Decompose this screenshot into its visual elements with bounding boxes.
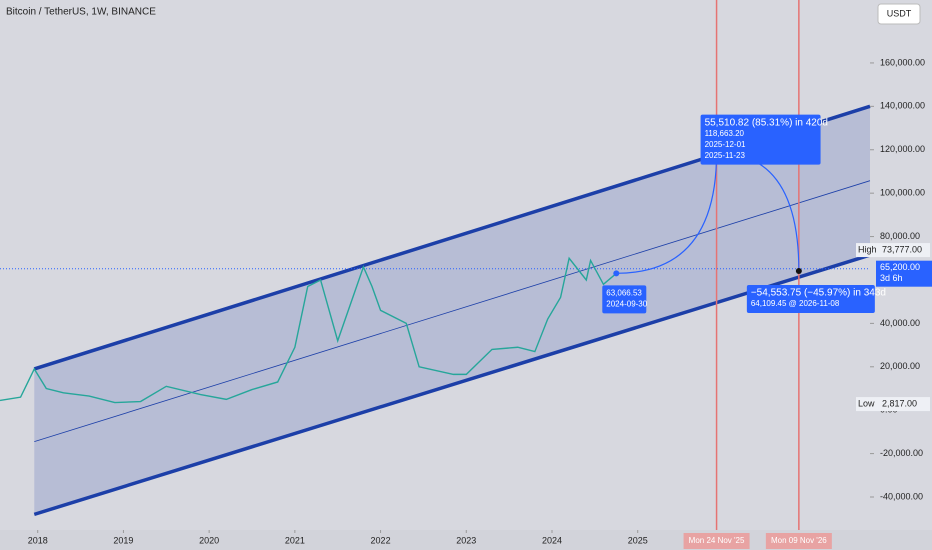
y-tick-label: -40,000.00 xyxy=(880,491,923,501)
price-line xyxy=(0,256,617,404)
x-tick-label: 2025 xyxy=(628,535,648,545)
annotation-box xyxy=(602,285,647,314)
last-price-countdown: 3d 6h xyxy=(880,273,903,283)
annotation-text: 63,066.53 xyxy=(606,288,642,297)
annotation-text: 55,510.82 (85.31%) in 420d xyxy=(705,117,828,128)
x-tick-label: 2021 xyxy=(285,535,305,545)
marker-label-box xyxy=(683,533,750,549)
x-tick-label: 2019 xyxy=(113,535,133,545)
annotation-text: 118,663.20 xyxy=(705,129,745,138)
y-tick-label: -20,000.00 xyxy=(880,448,923,458)
x-tick-label: 2024 xyxy=(542,535,562,545)
y-tick-label: 120,000.00 xyxy=(880,144,925,154)
annotation-text: 2025-12-01 xyxy=(705,140,746,149)
annotation-text: 64,109.45 @ 2026-11-08 xyxy=(751,299,840,308)
low-value-box xyxy=(880,397,930,412)
marker-label: Mon 24 Nov '25 xyxy=(689,536,745,545)
low-name-box xyxy=(856,397,880,412)
annotation-text: 2024-09-30 xyxy=(606,299,647,308)
y-tick-label: 140,000.00 xyxy=(880,101,925,111)
high-name: High xyxy=(858,244,877,254)
last-price-label: 65,200.00 xyxy=(880,262,920,272)
high-value-box xyxy=(880,243,930,258)
projection-point xyxy=(613,270,620,277)
channel-middle xyxy=(34,180,871,443)
high-name-box xyxy=(856,243,880,258)
annotation-box xyxy=(700,114,821,165)
currency-button[interactable] xyxy=(877,3,921,25)
y-tick-label: 160,000.00 xyxy=(880,57,925,67)
y-tick-label: 80,000.00 xyxy=(880,231,920,241)
x-tick-label: 2022 xyxy=(371,535,391,545)
high-label: 73,777.00 xyxy=(882,244,922,254)
annotation-box xyxy=(746,285,875,314)
annotation-text: 2025-11-23 xyxy=(705,151,746,160)
channel-fill xyxy=(34,106,871,515)
low-name: Low xyxy=(858,398,875,408)
y-tick-label: 40,000.00 xyxy=(880,318,920,328)
annotation-text: −54,553.75 (−45.97%) in 343d xyxy=(751,288,886,299)
x-tick-label: 2018 xyxy=(28,535,48,545)
channel-lower xyxy=(33,253,871,517)
currency[interactable]: USDT xyxy=(887,8,912,18)
projection-point xyxy=(795,268,802,275)
marker-label: Mon 09 Nov '26 xyxy=(771,536,827,545)
low-label: 2,817.00 xyxy=(882,398,917,408)
x-tick-label: 2023 xyxy=(456,535,476,545)
last-price-box xyxy=(876,260,932,287)
x-tick-label: 2020 xyxy=(199,535,219,545)
marker-label-box xyxy=(765,533,832,549)
y-tick-label: 100,000.00 xyxy=(880,188,925,198)
chart-title: Bitcoin / TetherUS, 1W, BINANCE xyxy=(6,7,156,18)
y-tick-label: 20,000.00 xyxy=(880,361,920,371)
